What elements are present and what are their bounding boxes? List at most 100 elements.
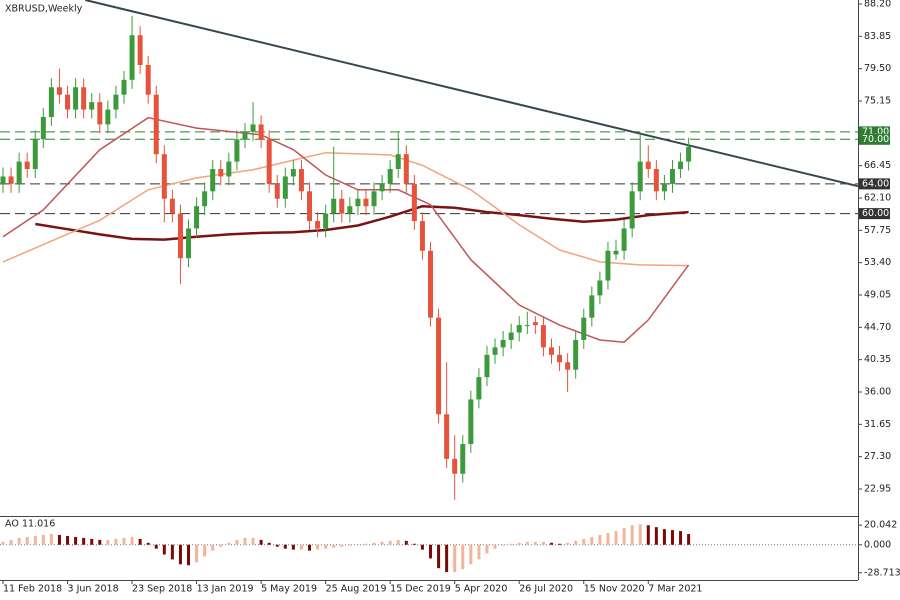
ao-bar xyxy=(453,544,457,573)
candle-body xyxy=(411,183,417,222)
ao-bar xyxy=(445,544,449,573)
ao-bar xyxy=(396,539,400,545)
ao-bar xyxy=(98,539,102,545)
ao-bar xyxy=(558,543,562,545)
candle-body xyxy=(428,250,433,318)
ao-bar xyxy=(138,538,142,545)
ao-bar xyxy=(291,544,295,550)
ao-bar xyxy=(130,536,134,545)
ao-bar xyxy=(82,537,86,545)
ao-bar xyxy=(259,539,263,545)
indicator-value: 11.016 xyxy=(22,519,55,530)
ao-bar xyxy=(461,544,465,570)
candle-body xyxy=(387,169,393,184)
candle-body xyxy=(444,414,450,459)
ao-bar xyxy=(493,544,497,549)
candle-body xyxy=(452,458,458,474)
candle-body xyxy=(532,322,538,326)
level-label: 70.00 xyxy=(862,134,889,145)
ao-bar xyxy=(404,540,408,545)
ao-bar xyxy=(590,536,594,545)
y-tick-label: 62.10 xyxy=(864,193,891,204)
ao-bar xyxy=(170,544,174,560)
candle-body xyxy=(476,377,482,400)
ao-bar xyxy=(622,528,626,545)
ao-bar xyxy=(477,544,481,560)
candle-body xyxy=(226,161,232,177)
y-tick-label: 22.95 xyxy=(864,483,891,494)
ao-bar xyxy=(162,544,166,555)
candle-body xyxy=(250,124,256,132)
ao-bar xyxy=(566,542,570,545)
y-tick-label: 75.15 xyxy=(864,96,891,107)
candle-body xyxy=(315,221,321,229)
candle-body xyxy=(548,347,554,355)
candle-body xyxy=(669,169,675,184)
y-tick-label: 49.05 xyxy=(864,289,891,300)
candle-body xyxy=(573,339,579,370)
candle-body xyxy=(177,213,183,259)
ao-bar xyxy=(574,540,578,545)
ao-tick-label: -28.713 xyxy=(864,567,900,578)
ao-bar xyxy=(275,544,279,547)
x-tick-label: 26 Jul 2020 xyxy=(519,584,573,595)
ao-bar xyxy=(33,535,37,545)
ao-tick-label: 20.042 xyxy=(864,520,897,531)
candle-body xyxy=(637,161,643,192)
moving-average xyxy=(35,204,689,241)
candle-body xyxy=(56,87,62,95)
ao-bar xyxy=(364,543,368,545)
x-tick-label: 23 Sep 2018 xyxy=(132,584,192,595)
ao-bar xyxy=(154,544,158,549)
ao-bar xyxy=(380,541,384,545)
ao-bar xyxy=(412,543,416,545)
ao-bar xyxy=(114,538,118,545)
candle-body xyxy=(645,161,651,170)
y-tick-label: 27.30 xyxy=(864,451,891,462)
level-tag xyxy=(859,133,890,145)
ao-bar xyxy=(106,539,110,545)
ao-bar xyxy=(654,527,658,545)
candle-body xyxy=(589,295,595,318)
x-tick-label: 11 Feb 2018 xyxy=(3,584,62,595)
candle-body xyxy=(186,228,192,259)
candle-body xyxy=(234,139,240,162)
y-tick-label: 83.85 xyxy=(864,31,891,42)
ao-bar xyxy=(195,544,199,563)
ao-bar xyxy=(267,542,271,545)
x-tick-label: 5 Apr 2020 xyxy=(455,584,508,595)
candle-body xyxy=(0,176,6,184)
ao-bar xyxy=(203,544,207,557)
candle-body xyxy=(65,94,71,110)
candle-body xyxy=(403,154,409,184)
candle-body xyxy=(613,250,619,255)
y-tick-label: 57.75 xyxy=(864,225,891,236)
candle-body xyxy=(282,176,288,199)
x-tick-label: 15 Dec 2019 xyxy=(390,584,451,595)
ao-bar xyxy=(243,537,247,545)
x-tick-label: 7 Mar 2021 xyxy=(648,584,702,595)
indicator-name: AO xyxy=(5,519,19,530)
x-tick-label: 25 Aug 2019 xyxy=(326,584,387,595)
ao-bar xyxy=(646,525,650,545)
ao-bar xyxy=(485,544,489,554)
ao-bar xyxy=(251,537,255,545)
candle-body xyxy=(194,206,200,229)
indicator-pane xyxy=(0,524,858,573)
candle-body xyxy=(460,444,466,474)
ao-bar xyxy=(509,543,513,545)
ao-bar xyxy=(388,540,392,545)
y-tick-label: 66.45 xyxy=(864,160,891,171)
candle-body xyxy=(73,87,79,110)
candle-body xyxy=(8,176,14,184)
ao-bar xyxy=(178,544,182,565)
candle-body xyxy=(379,183,385,192)
ao-bar xyxy=(49,534,53,545)
candle-body xyxy=(169,198,175,214)
y-tick-label: 44.70 xyxy=(864,322,891,333)
ao-bar xyxy=(122,537,126,545)
level-label: 60.00 xyxy=(862,208,889,219)
x-tick-label: 5 May 2019 xyxy=(261,584,317,595)
